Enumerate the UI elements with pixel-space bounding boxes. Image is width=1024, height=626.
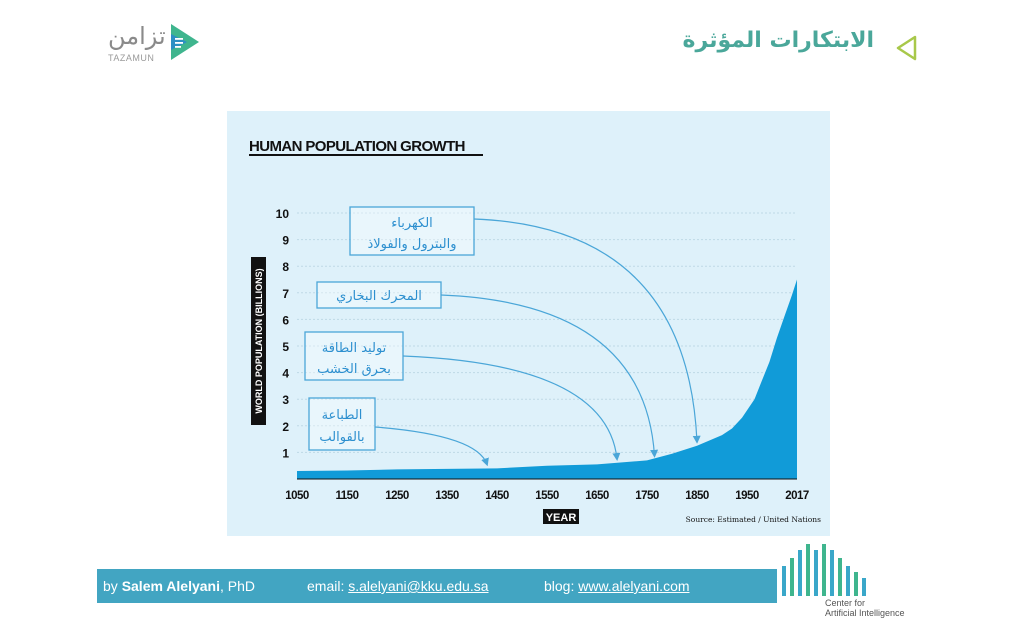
annotation-text: بحرق الخشب [317,362,391,377]
y-tick-label: 1 [282,446,289,460]
email-label: email: [307,578,349,594]
y-tick-label: 7 [282,287,289,301]
author-name: Salem Alelyani [121,578,220,594]
y-axis-label: WORLD POPULATION (BILLIONS) [251,257,266,425]
annotations: الكهرباء والبترول والفولاذ المحرك البخار… [304,206,701,467]
x-tick-label: 1850 [685,490,709,502]
y-tick-label: 10 [276,207,290,221]
chart-title: HUMAN POPULATION GROWTH [249,138,465,155]
annotation-arrow [402,355,621,462]
annotation-box [304,331,404,381]
annotation-text: المحرك البخاري [336,289,422,304]
footer-bar: by Salem Alelyani, PhD email: s.alelyani… [97,569,777,603]
x-tick-label: 1450 [485,490,509,502]
population-chart: HUMAN POPULATION GROWTH 1 2 3 4 5 6 7 8 9 10 1050… [249,138,821,524]
x-tick-label: 1350 [435,490,459,502]
document-play-icon [171,24,199,60]
grid-lines [297,212,797,453]
annotation-arrows [374,218,701,467]
y-tick-label: 9 [282,234,289,248]
footer-email: email: s.alelyani@kku.edu.sa [307,578,489,594]
x-tick-label: 1750 [635,490,659,502]
annotation-box [349,206,475,256]
y-tick-label: 4 [282,367,289,381]
slide-title: الابتكارات المؤثرة [682,28,874,53]
x-axis-label-text: YEAR [546,512,577,524]
y-tick-label: 3 [282,393,289,407]
center-ai-mark-icon [782,544,866,596]
annotation-box [308,397,376,451]
annotation-arrow [374,426,489,467]
annotation-text: الكهرباء [391,216,433,231]
x-tick-label: 1050 [285,490,309,502]
tazamun-logo: تزامن TAZAMUN [104,20,204,70]
blog-label: blog: [544,578,579,594]
x-tick-label: 1250 [385,490,409,502]
x-tick-label: 2017 [785,490,809,502]
y-tick-label: 8 [282,260,289,274]
chart-panel: HUMAN POPULATION GROWTH 1 2 3 4 5 6 7 8 9 10 1050… [227,111,830,536]
footer-blog: blog: www.alelyani.com [544,578,690,594]
chart-source: Source: Estimated / United Nations [686,515,821,524]
center-ai-text: Center for Artificial Intelligence [825,598,905,618]
y-tick-labels: 1 2 3 4 5 6 7 8 9 10 [276,207,290,460]
x-tick-label: 1150 [336,490,359,502]
y-tick-label: 2 [282,420,289,434]
center-ai-logo: Center for Artificial Intelligence [780,540,930,626]
blog-link[interactable]: www.alelyani.com [578,578,690,594]
footer-author: by Salem Alelyani, PhD [103,578,255,594]
center-ai-line1: Center for [825,598,866,608]
x-tick-label: 1550 [535,490,559,502]
y-tick-label: 5 [282,340,289,354]
author-prefix: by [103,578,122,594]
y-tick-label: 6 [282,313,289,327]
x-tick-label: 1650 [585,490,609,502]
population-area [297,279,797,479]
x-axis-label: YEAR [543,509,579,524]
y-axis-label-text: WORLD POPULATION (BILLIONS) [254,268,264,413]
logo-arabic-text: تزامن [108,22,166,50]
annotation-steam-engine: المحرك البخاري [316,281,442,309]
logo-latin-text: TAZAMUN [108,53,155,63]
triangle-marker-icon [896,35,917,61]
annotation-text: الطباعة [322,408,363,423]
x-tick-labels: 1050 1150 1250 1350 1450 1550 1650 1750 1850 1950… [285,490,809,502]
annotation-wood-energy: توليد الطاقة بحرق الخشب [304,331,404,381]
annotation-arrow [440,294,659,458]
annotation-arrow [473,218,701,444]
annotation-box [316,281,442,309]
annotation-electricity: الكهرباء والبترول والفولاذ [349,206,475,256]
annotation-text: توليد الطاقة [322,341,387,356]
author-suffix: , PhD [220,578,256,594]
annotation-text: بالقوالب [319,430,364,445]
email-link[interactable]: s.alelyani@kku.edu.sa [348,578,489,594]
x-tick-label: 1950 [735,490,759,502]
annotation-text: والبترول والفولاذ [367,237,456,252]
center-ai-line2: Artificial Intelligence [825,608,905,618]
annotation-block-printing: الطباعة بالقوالب [308,397,376,451]
